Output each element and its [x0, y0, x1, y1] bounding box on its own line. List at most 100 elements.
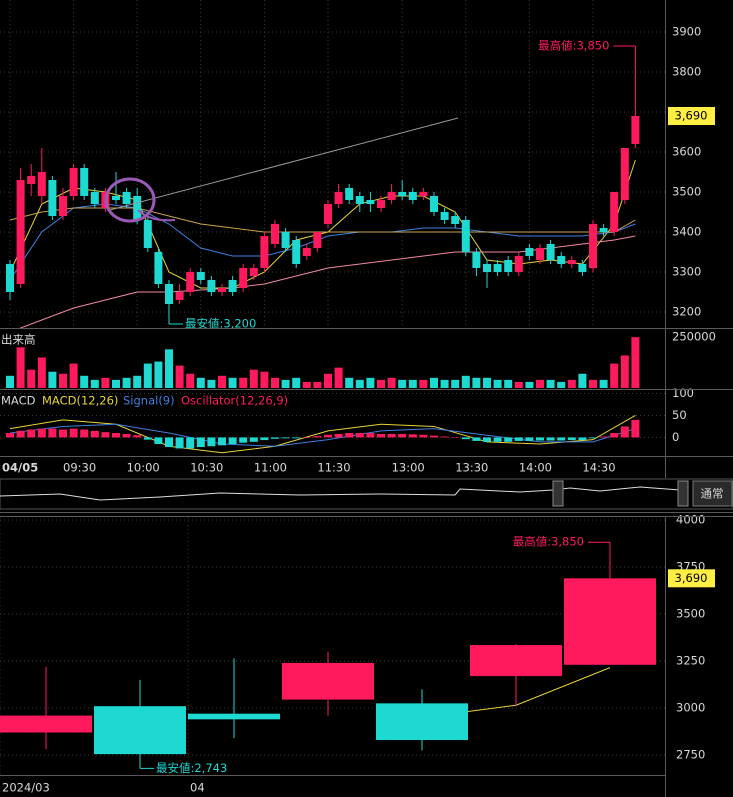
oscillator-bar [6, 433, 14, 438]
x-tick-label: 10:30 [190, 461, 223, 475]
last-price-tag [668, 569, 715, 588]
volume-bar [345, 377, 354, 388]
axes: 3200330034003500360037003800390004/0509:… [1, 25, 716, 795]
oscillator-bar [536, 437, 544, 441]
candle-body [112, 196, 120, 200]
candle-body [48, 180, 57, 216]
x-tick-label: 2024/03 [2, 781, 50, 795]
candle-body [188, 713, 280, 720]
high-label: 最高値:3,850 [513, 535, 584, 549]
y-tick-label: 3600 [672, 145, 701, 159]
volume-bar [398, 379, 407, 388]
y-tick-label: 3200 [672, 305, 701, 319]
oscillator-bar [313, 436, 322, 438]
x-tick-label: 09:30 [63, 461, 96, 475]
y-tick-label: 2750 [676, 748, 705, 762]
volume-bar [271, 377, 279, 388]
volume-bar [16, 347, 25, 388]
x-tick-label: 04/05 [2, 461, 38, 475]
volume-bar [419, 379, 428, 388]
volume-bar [143, 363, 152, 388]
navigator-handle[interactable] [677, 480, 689, 507]
oscillator-bar [567, 437, 576, 441]
oscillator-bar [59, 429, 67, 438]
candle-body [59, 196, 67, 216]
oscillator-bar [260, 437, 269, 441]
candle-body [175, 292, 184, 300]
candle-body [133, 196, 142, 220]
volume-bar [599, 379, 608, 388]
oscillator-bar [48, 428, 57, 438]
indicator-line [9, 423, 636, 447]
candle-body [536, 248, 544, 260]
candle-body [0, 715, 92, 733]
y-tick-label: 250000 [672, 330, 716, 344]
volume-bar [313, 381, 322, 388]
oscillator-bar [228, 437, 237, 445]
oscillator-bar [440, 436, 449, 438]
oscillator-bar [324, 434, 332, 438]
candle-body [271, 224, 279, 244]
volume-bar [186, 373, 195, 388]
candle-body [419, 192, 428, 196]
oscillator-bar [37, 428, 46, 438]
candle-body [355, 196, 364, 204]
oscillator-bar [80, 429, 89, 438]
y-tick-label: 3000 [676, 701, 705, 715]
oscillator-bar [483, 437, 491, 442]
oscillator-bar [377, 433, 385, 438]
candle-body [154, 252, 163, 284]
oscillator-bar [430, 435, 438, 438]
oscillator-bar [207, 437, 216, 447]
candle-body [313, 232, 322, 248]
moving-average [9, 203, 636, 281]
volume-bar [196, 377, 205, 388]
y-tick-label: 3400 [672, 225, 701, 239]
oscillator-bar [345, 433, 354, 438]
volume-bar [567, 379, 576, 388]
x-tick-label: 11:30 [317, 461, 350, 475]
candle-body [218, 288, 226, 292]
candle-body [80, 168, 89, 196]
oscillator-bar [557, 437, 566, 441]
oscillator-bar [620, 426, 629, 438]
candle-body [165, 284, 173, 304]
y-tick-label: 3250 [676, 654, 705, 668]
candle-body [228, 280, 237, 292]
x-tick-label: 13:30 [455, 461, 488, 475]
oscillator-bar [249, 437, 258, 442]
candle-body [345, 188, 354, 200]
panel-title: MACD [1, 394, 36, 408]
mode-button[interactable] [692, 480, 733, 507]
candle-body [249, 268, 258, 276]
oscillator-bar [69, 428, 78, 438]
navigator-handle[interactable] [552, 480, 564, 507]
oscillator-bar [154, 437, 163, 445]
volume-bar [578, 373, 587, 388]
mode-button-label: 通常 [701, 487, 724, 501]
candle-body [90, 192, 99, 204]
oscillator-bar [175, 437, 184, 449]
volume-bar [504, 379, 513, 388]
y-tick-label: 3900 [672, 25, 701, 39]
candle-body [6, 264, 14, 292]
volume-bar [133, 375, 142, 388]
volume-bar [525, 381, 534, 388]
volume-bar [610, 363, 619, 388]
volume-bar [37, 357, 46, 388]
candle-body [376, 703, 468, 741]
oscillator-bar [143, 437, 152, 440]
candle-body [377, 200, 385, 208]
oscillator-bar [186, 437, 195, 449]
y-tick-label: 100 [672, 386, 694, 400]
oscillator-bar [302, 437, 311, 438]
candle-body [37, 172, 46, 196]
oscillator-bar [493, 437, 502, 442]
candle-body [610, 192, 619, 232]
oscillator-bar [90, 430, 99, 438]
oscillator-bar [355, 433, 364, 438]
x-tick-label: 14:00 [519, 461, 552, 475]
y-tick-label: 3500 [672, 185, 701, 199]
volume-bar [218, 375, 226, 388]
candle-body [122, 192, 131, 204]
